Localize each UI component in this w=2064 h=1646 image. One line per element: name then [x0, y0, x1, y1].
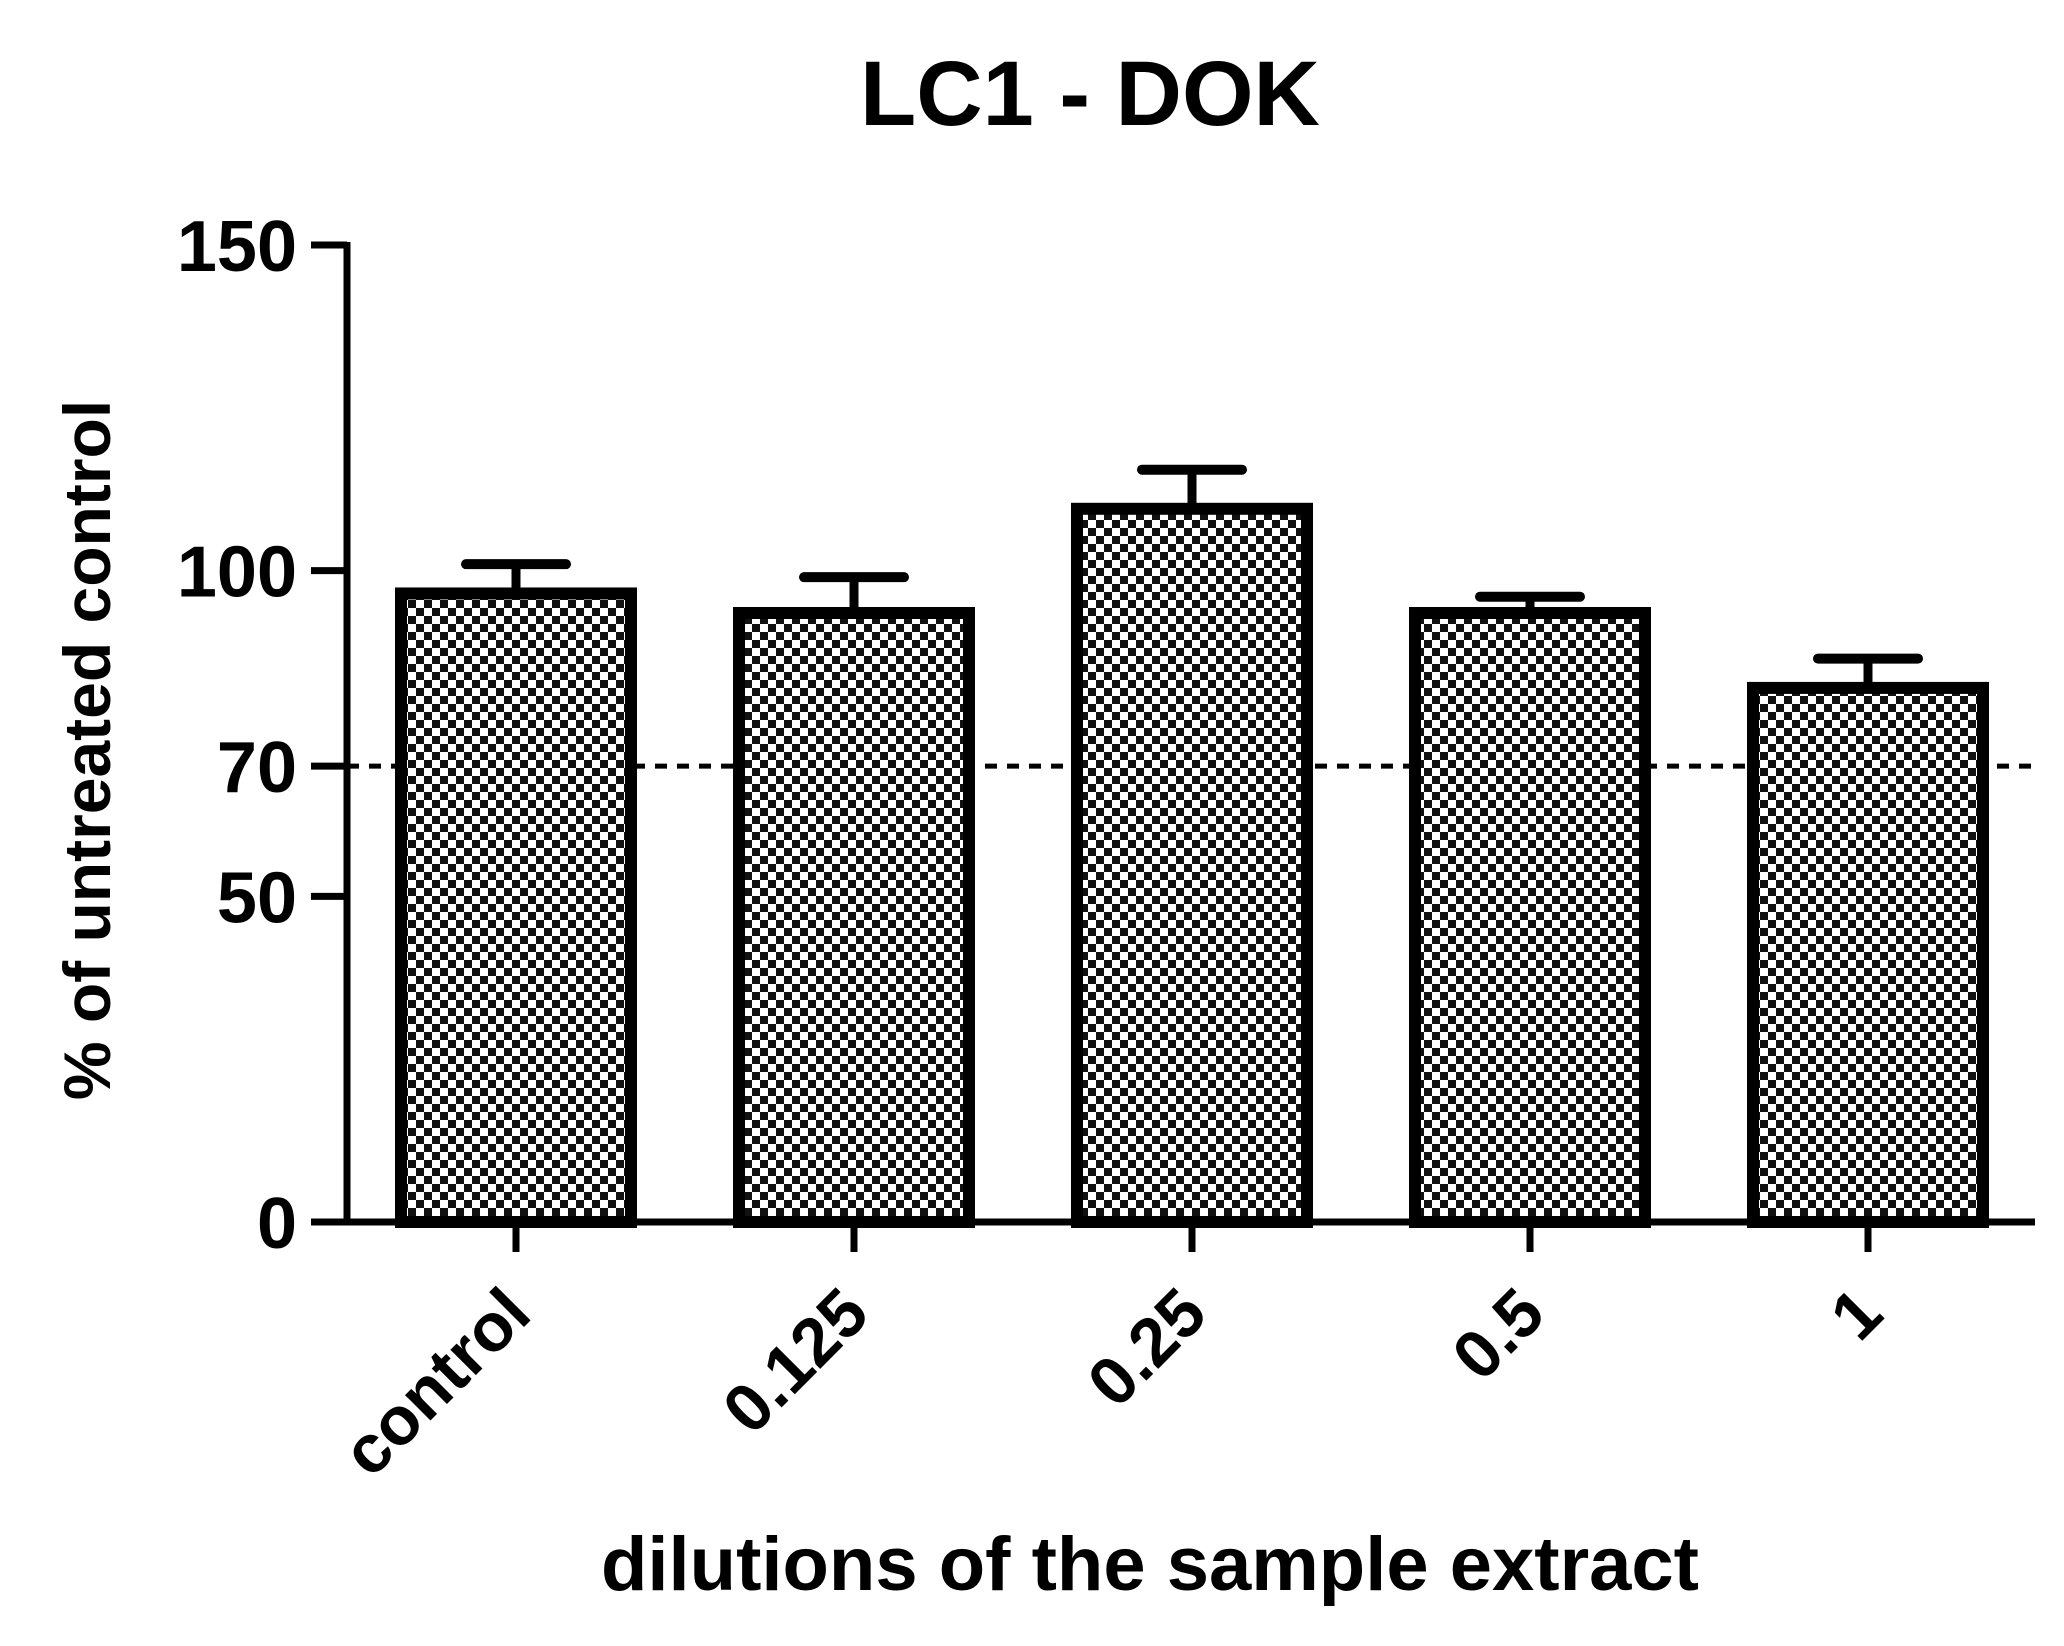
y-tick-label-150: 150: [177, 207, 297, 287]
y-axis-label: % of untreated control: [50, 400, 124, 1100]
bar-1: [1747, 681, 1989, 1228]
x-tick-label-1: 1: [1816, 1274, 1896, 1354]
bar-0.25: [1071, 502, 1313, 1229]
x-ticks-group: control 0.125 0.25 0.5 1: [328, 1222, 1897, 1491]
error-bars-group: [461, 464, 1923, 688]
chart-title: LC1 - DOK: [860, 43, 1320, 145]
bar-0.5: [1409, 607, 1651, 1228]
y-tick-label-50: 50: [217, 858, 297, 938]
x-tick-label-0.25: 0.25: [1073, 1274, 1220, 1421]
y-tick-label-100: 100: [177, 533, 297, 613]
x-axis-label: dilutions of the sample extract: [601, 1522, 1699, 1607]
y-ticks-group: 0 50 70 100 150: [177, 207, 347, 1264]
x-tick-label-control: control: [328, 1274, 545, 1491]
bar-0.125: [733, 607, 975, 1228]
bars-group: [395, 502, 1989, 1229]
y-tick-label-0: 0: [257, 1184, 297, 1264]
x-tick-label-0.125: 0.125: [709, 1274, 883, 1448]
y-tick-label-70: 70: [217, 728, 297, 808]
x-tick-label-0.5: 0.5: [1438, 1274, 1559, 1395]
bar-control: [395, 587, 637, 1228]
